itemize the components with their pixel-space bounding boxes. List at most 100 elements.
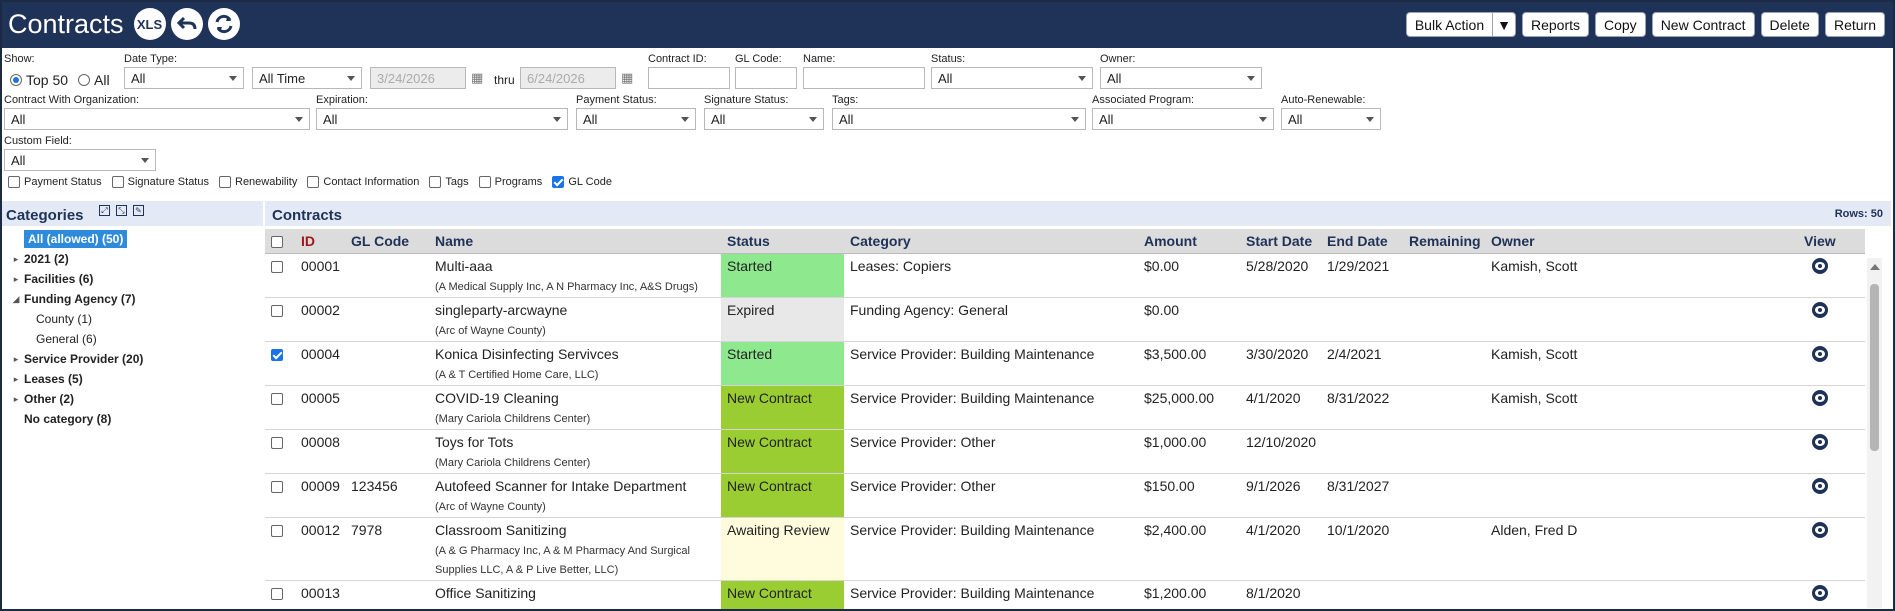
collapse-all-icon[interactable]: ⤡ [116, 205, 127, 216]
scroll-up-arrow-icon[interactable] [1870, 264, 1880, 270]
scroll-thumb[interactable] [1870, 284, 1879, 451]
edit-categories-icon[interactable]: ✎ [133, 205, 144, 216]
status-select[interactable]: All [931, 67, 1093, 89]
column-toggle[interactable]: GL Code [552, 176, 612, 188]
bulk-action-dropdown-icon[interactable]: ▼ [1493, 12, 1516, 37]
undo-icon[interactable] [170, 8, 203, 40]
column-toggle[interactable]: Renewability [219, 176, 297, 188]
category-item[interactable]: ▸ Facilities (6) [8, 269, 263, 289]
row-select-cell[interactable] [265, 429, 295, 474]
row-select-cell[interactable] [265, 473, 295, 518]
row-select-cell[interactable] [265, 341, 295, 386]
view-eye-icon[interactable] [1812, 521, 1828, 538]
tags-select[interactable]: All [832, 108, 1086, 130]
category-item[interactable]: ◢ Funding Agency (7) [8, 289, 263, 309]
table-row[interactable]: 00002 singleparty-arcwayne (Arc of Wayne C… [265, 297, 1865, 342]
col-gl-code[interactable]: GL Code [345, 229, 429, 254]
cell-name[interactable]: COVID-19 Cleaning (Mary Cariola Childrens… [429, 385, 721, 430]
new-contract-button[interactable]: New Contract [1651, 12, 1755, 37]
table-row[interactable]: 00013 Office Sanitizing (Arc of Wayne Coun… [265, 580, 1865, 609]
row-select-cell[interactable] [265, 297, 295, 342]
show-top50-radio[interactable]: Top 50 [10, 72, 68, 88]
select-all-header[interactable] [265, 229, 295, 254]
cell-name[interactable]: singleparty-arcwayne (Arc of Wayne County… [429, 297, 721, 342]
reports-button[interactable]: Reports [1521, 12, 1589, 37]
row-select-cell[interactable] [265, 580, 295, 609]
name-input[interactable] [803, 67, 925, 89]
payment-status-select[interactable]: All [576, 108, 696, 130]
col-name[interactable]: Name [429, 229, 721, 254]
view-eye-icon[interactable] [1812, 257, 1828, 274]
table-row[interactable]: 00012 7978 Classroom Sanitizing (A & G Phar… [265, 517, 1865, 581]
table-row[interactable]: 00008 Toys for Tots (Mary Cariola Children… [265, 429, 1865, 474]
category-item[interactable]: ▸ Other (2) [8, 389, 263, 409]
category-item[interactable]: No category (8) [8, 409, 263, 429]
copy-button[interactable]: Copy [1595, 12, 1646, 37]
cell-name[interactable]: Office Sanitizing (Arc of Wayne County) [429, 580, 721, 609]
column-toggle[interactable]: Payment Status [8, 176, 102, 188]
column-toggle-checkbox[interactable] [552, 176, 565, 188]
expand-arrow-icon[interactable]: ◢ [12, 293, 20, 304]
column-toggle-checkbox[interactable] [429, 176, 442, 188]
date-type-select[interactable]: All [124, 67, 244, 89]
contract-name[interactable]: Multi-aaa [435, 257, 493, 274]
cell-name[interactable]: Multi-aaa (A Medical Supply Inc, A N Phar… [429, 253, 721, 298]
column-toggle-checkbox[interactable] [219, 176, 231, 188]
owner-select[interactable]: All [1100, 67, 1262, 89]
signature-status-select[interactable]: All [704, 108, 824, 130]
contract-name[interactable]: Konica Disinfecting Servivces [435, 345, 619, 362]
gl-code-input[interactable] [735, 67, 797, 89]
view-eye-icon[interactable] [1812, 345, 1828, 362]
col-remaining[interactable]: Remaining [1403, 229, 1485, 254]
date-from-input[interactable]: 3/24/2026 [370, 67, 466, 89]
contract-id-input[interactable] [648, 67, 730, 89]
view-eye-icon[interactable] [1812, 433, 1828, 450]
row-checkbox[interactable] [271, 480, 283, 493]
select-all-checkbox[interactable] [271, 236, 283, 249]
calendar-icon[interactable]: ▦ [471, 70, 484, 85]
category-item[interactable]: ▸ Leases (5) [8, 369, 263, 389]
cell-name[interactable]: Konica Disinfecting Servivces (A & T Cert… [429, 341, 721, 386]
view-eye-icon[interactable] [1812, 584, 1828, 601]
row-select-cell[interactable] [265, 385, 295, 430]
refresh-icon[interactable] [207, 8, 240, 40]
table-scrollbar[interactable] [1867, 258, 1882, 608]
expand-arrow-icon[interactable]: ▸ [13, 253, 19, 264]
table-row[interactable]: 00005 COVID-19 Cleaning (Mary Cariola Chil… [265, 385, 1865, 430]
cell-name[interactable]: Toys for Tots (Mary Cariola Childrens Cen… [429, 429, 721, 474]
show-all-radio[interactable]: All [78, 72, 110, 88]
col-start-date[interactable]: Start Date [1240, 229, 1321, 254]
contract-with-select[interactable]: All [4, 108, 310, 130]
col-id[interactable]: ID [295, 229, 345, 254]
category-item[interactable]: General (6) [8, 329, 263, 349]
category-item[interactable]: All (allowed) (50) [8, 229, 263, 249]
col-owner[interactable]: Owner [1485, 229, 1798, 254]
bulk-action-button[interactable]: Bulk Action [1405, 12, 1494, 37]
category-item[interactable]: ▸ Service Provider (20) [8, 349, 263, 369]
column-toggle-checkbox[interactable] [8, 176, 20, 188]
contract-name[interactable]: Classroom Sanitizing [435, 521, 567, 538]
row-select-cell[interactable] [265, 253, 295, 298]
row-checkbox[interactable] [271, 392, 283, 405]
row-checkbox[interactable] [271, 260, 283, 273]
calendar-icon[interactable]: ▦ [621, 70, 634, 85]
delete-button[interactable]: Delete [1760, 12, 1819, 37]
view-eye-icon[interactable] [1812, 301, 1828, 318]
auto-renew-select[interactable]: All [1281, 108, 1381, 130]
assoc-program-select[interactable]: All [1092, 108, 1274, 130]
row-select-cell[interactable] [265, 517, 295, 581]
table-row[interactable]: 00009 123456 Autofeed Scanner for Intake D… [265, 473, 1865, 518]
row-checkbox[interactable] [271, 524, 283, 537]
expand-arrow-icon[interactable]: ▸ [13, 393, 19, 404]
contract-name[interactable]: COVID-19 Cleaning [435, 389, 559, 406]
contract-name[interactable]: Office Sanitizing [435, 584, 536, 601]
row-checkbox[interactable] [271, 436, 283, 449]
expand-arrow-icon[interactable]: ▸ [13, 353, 19, 364]
category-item[interactable]: County (1) [8, 309, 263, 329]
column-toggle-checkbox[interactable] [111, 176, 124, 188]
category-item[interactable]: ▸ 2021 (2) [8, 249, 263, 269]
expand-all-icon[interactable]: ⤢ [99, 205, 110, 216]
contract-name[interactable]: singleparty-arcwayne [435, 301, 568, 318]
column-toggle-checkbox[interactable] [307, 176, 320, 188]
cell-name[interactable]: Autofeed Scanner for Intake Department (A… [429, 473, 721, 518]
